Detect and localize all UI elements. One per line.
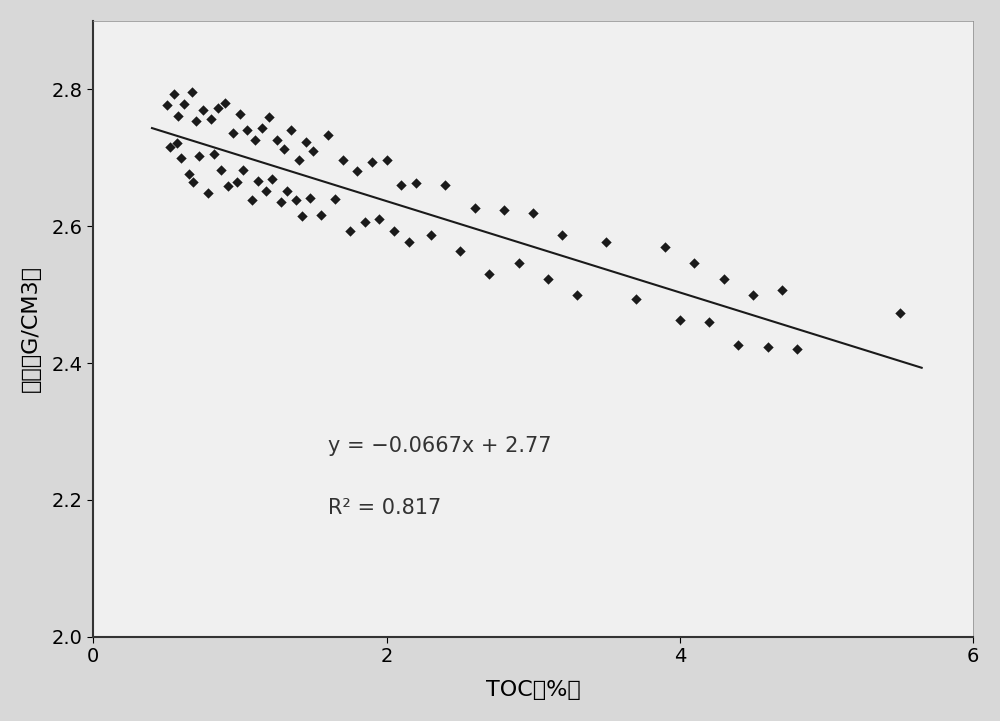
Point [254,123,270,134]
Point [298,136,314,148]
Point [176,98,192,110]
Y-axis label: 密度（G/CM3）: 密度（G/CM3） [21,265,41,392]
Point [701,317,717,328]
Point [276,143,292,154]
Point [200,187,216,199]
Point [170,110,186,122]
Point [598,236,614,248]
Text: R² = 0.817: R² = 0.817 [328,497,441,518]
Point [261,111,277,123]
Point [279,185,295,196]
Point [745,289,761,301]
Point [569,289,585,301]
Point [511,257,527,268]
Point [357,216,373,227]
Point [628,293,644,305]
Point [672,314,688,326]
Point [423,229,439,241]
Point [220,180,236,192]
Point [525,207,541,218]
Point [169,137,185,149]
Point [335,154,351,166]
Point [892,307,908,319]
Point [191,151,207,162]
Point [393,180,409,191]
Point [235,164,251,176]
Point [452,246,468,257]
Point [327,193,343,205]
Point [371,213,387,225]
Point [305,145,321,156]
Point [401,236,417,248]
Point [349,166,365,177]
Point [467,202,483,213]
Point [320,129,336,141]
Point [213,164,229,176]
Point [408,177,424,189]
Point [291,154,307,166]
Point [210,102,226,113]
Point [774,284,790,296]
Point [203,113,219,125]
Point [225,127,241,138]
Point [239,125,255,136]
Text: y = −0.0667x + 2.77: y = −0.0667x + 2.77 [328,436,551,456]
Point [554,229,570,241]
Point [313,209,329,221]
Point [686,257,702,268]
Point [302,193,318,204]
Point [437,180,453,191]
Point [283,125,299,136]
Point [185,176,201,187]
Point [206,149,222,160]
Point [264,174,280,185]
Point [540,273,556,285]
Point [244,195,260,206]
Point [386,225,402,236]
Point [217,97,233,109]
Point [288,195,304,206]
Point [181,168,197,180]
Point [232,109,248,120]
Point [379,154,395,166]
Point [195,104,211,115]
Point [229,176,245,187]
Point [342,225,358,236]
Point [250,176,266,187]
Point [496,205,512,216]
Point [184,87,200,98]
Point [294,210,310,221]
Point [730,339,746,350]
Point [166,88,182,99]
Point [657,241,673,252]
Point [247,133,263,145]
Point [159,99,175,111]
Point [481,268,497,280]
Point [789,344,805,355]
Point [760,342,776,353]
Point [716,273,732,285]
Point [162,141,178,153]
Point [173,152,189,164]
Point [364,156,380,168]
Point [188,115,204,127]
Point [258,185,274,197]
Point [273,197,289,208]
X-axis label: TOC（%）: TOC（%） [486,680,581,700]
Point [269,133,285,145]
